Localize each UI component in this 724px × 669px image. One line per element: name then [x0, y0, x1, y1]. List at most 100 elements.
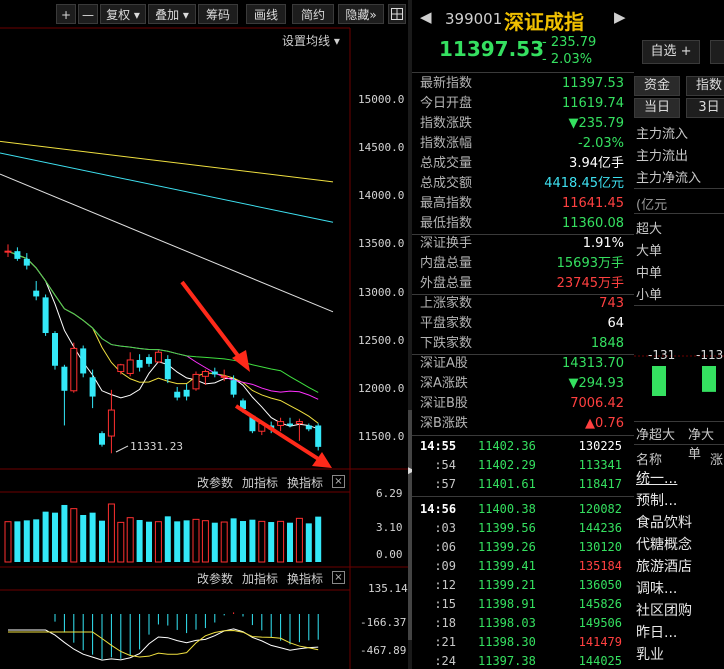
volume-bar — [230, 518, 237, 562]
prev-stock-arrow-icon[interactable]: ◀ — [420, 8, 432, 26]
sector-item[interactable]: 昨日... — [636, 625, 678, 641]
volume-add-indicator-button[interactable]: 加指标 — [242, 476, 279, 490]
net-flow-bar-chart — [634, 355, 724, 396]
tick-row[interactable]: :12 11399.21 136050 — [412, 576, 634, 595]
grid-icon[interactable] — [388, 4, 406, 24]
close-icon[interactable]: × — [332, 475, 345, 488]
tick-price: 11398.30 — [478, 635, 536, 649]
ma20-line — [7, 250, 319, 400]
net-flow-value: -131 — [648, 348, 676, 362]
tab-index[interactable]: 指数 — [686, 76, 724, 96]
sector-name-header[interactable]: 名称 — [636, 453, 663, 468]
quote-stat-row: 最新指数 11397.53 — [412, 74, 624, 94]
tick-volume: 130120 — [578, 540, 622, 554]
ma-settings-label: 设置均线 — [282, 34, 331, 48]
close-icon[interactable]: × — [332, 571, 345, 584]
tick-row[interactable]: 14:56 11400.38 120082 — [412, 500, 634, 519]
simple-mode-button[interactable]: 简约 — [292, 4, 334, 24]
tick-row[interactable]: :21 11398.30 141479 — [412, 633, 634, 652]
volume-bar — [174, 521, 181, 562]
panel-splitter[interactable]: ▶ — [408, 0, 415, 669]
volume-bar — [99, 520, 105, 562]
divider — [412, 435, 634, 436]
collapse-arrow-icon[interactable]: ▶ — [408, 462, 415, 480]
volume-switch-indicator-button[interactable]: 换指标 — [287, 476, 324, 490]
quote-stat-value: 1848 — [590, 336, 624, 351]
tick-volume: 135184 — [578, 559, 622, 573]
kline-main-chart[interactable] — [0, 0, 408, 669]
quote-stat-label: 上涨家数 — [420, 296, 473, 311]
next-stock-arrow-icon[interactable]: ▶ — [614, 8, 626, 26]
tab-capital[interactable]: 资金 — [634, 76, 680, 96]
overlay-dropdown[interactable]: 叠加 ▾ — [148, 4, 196, 24]
candle-body — [192, 373, 200, 390]
divider — [634, 421, 724, 422]
quote-stat-row: 内盘总量 15693万手 — [412, 254, 624, 274]
sector-item[interactable]: 食品饮料 — [636, 515, 692, 531]
macd-edit-params-button[interactable]: 改参数 — [197, 572, 234, 586]
chevron-down-icon: ▾ — [130, 8, 140, 22]
tick-volume: 120082 — [578, 502, 622, 516]
more-button[interactable] — [710, 40, 724, 64]
draw-line-button[interactable]: 画线 — [246, 4, 286, 24]
volume-bar — [23, 520, 30, 562]
quote-stat-row: 总成交额 4418.45亿元 — [412, 174, 624, 194]
tick-time: 14:56 — [420, 502, 457, 516]
tick-row[interactable]: :18 11398.03 149506 — [412, 614, 634, 633]
ma5-line — [7, 250, 319, 430]
scrollbar-thumb[interactable] — [408, 410, 412, 640]
sector-item[interactable]: 社区团购 — [636, 603, 692, 619]
kline-chart-panel[interactable]: + — 复权 ▾ 叠加 ▾ 筹码 画线 简约 隐藏» 设置均线 ▾ — [0, 0, 408, 669]
candle-body — [315, 425, 322, 447]
ma-settings-button[interactable]: 设置均线 ▾ — [282, 32, 340, 49]
volume-bar — [287, 522, 293, 562]
hide-button[interactable]: 隐藏» — [338, 4, 384, 24]
tick-row[interactable]: :24 11397.38 144025 — [412, 652, 634, 669]
tick-row[interactable]: :57 11401.61 118417 — [412, 475, 634, 494]
tick-row[interactable]: :03 11399.56 144236 — [412, 519, 634, 538]
tick-volume: 136050 — [578, 578, 622, 592]
candle-body — [136, 359, 143, 368]
sector-item[interactable]: 预制... — [636, 493, 678, 509]
sector-item[interactable]: 旅游酒店 — [636, 559, 692, 575]
candle-body — [42, 297, 49, 334]
candle-body — [70, 347, 78, 392]
tick-price: 11400.38 — [478, 502, 536, 516]
tick-time: :57 — [434, 477, 456, 491]
volume-bar — [220, 521, 228, 563]
macd-add-indicator-button[interactable]: 加指标 — [242, 572, 279, 586]
tick-row[interactable]: :15 11398.91 145826 — [412, 595, 634, 614]
tick-price: 11398.91 — [478, 597, 536, 611]
volume-bar — [249, 519, 256, 562]
sector-item[interactable]: 调味... — [636, 581, 678, 597]
fuquan-dropdown[interactable]: 复权 ▾ — [100, 4, 146, 24]
tick-row[interactable]: 14:55 11402.36 130225 — [412, 437, 634, 456]
tick-row[interactable]: :54 11402.29 113341 — [412, 456, 634, 475]
sector-item[interactable]: 代糖概念 — [636, 537, 692, 553]
volume-bar — [192, 518, 200, 563]
volume-edit-params-button[interactable]: 改参数 — [197, 476, 234, 490]
macd-switch-indicator-button[interactable]: 换指标 — [287, 572, 324, 586]
sector-item[interactable]: 乳业 — [636, 647, 664, 663]
volume-bar — [201, 520, 209, 563]
candle-body — [117, 364, 125, 373]
volume-bar — [240, 521, 246, 562]
tick-price: 11399.41 — [478, 559, 536, 573]
quote-stat-value: 11397.53 — [561, 76, 624, 91]
chips-button[interactable]: 筹码 — [198, 4, 238, 24]
sector-change-header[interactable]: 涨 — [710, 453, 724, 468]
tab-3day[interactable]: 3日 — [686, 98, 724, 118]
volume-bar — [154, 521, 162, 563]
candle-body — [61, 366, 68, 391]
zoom-out-button[interactable]: — — [78, 4, 98, 24]
price-axis-label: 15000.0 — [358, 93, 405, 106]
quote-stat-label: 最新指数 — [420, 76, 473, 91]
quote-stat-row: 最高指数 11641.45 — [412, 194, 624, 214]
tab-today[interactable]: 当日 — [634, 98, 680, 118]
tick-row[interactable]: :09 11399.41 135184 — [412, 557, 634, 576]
tick-price: 11401.61 — [478, 477, 536, 491]
sector-item[interactable]: 统一... — [636, 471, 678, 487]
watchlist-add-button[interactable]: 自选 + — [642, 40, 700, 64]
zoom-in-button[interactable]: + — [56, 4, 76, 24]
tick-row[interactable]: :06 11399.26 130120 — [412, 538, 634, 557]
